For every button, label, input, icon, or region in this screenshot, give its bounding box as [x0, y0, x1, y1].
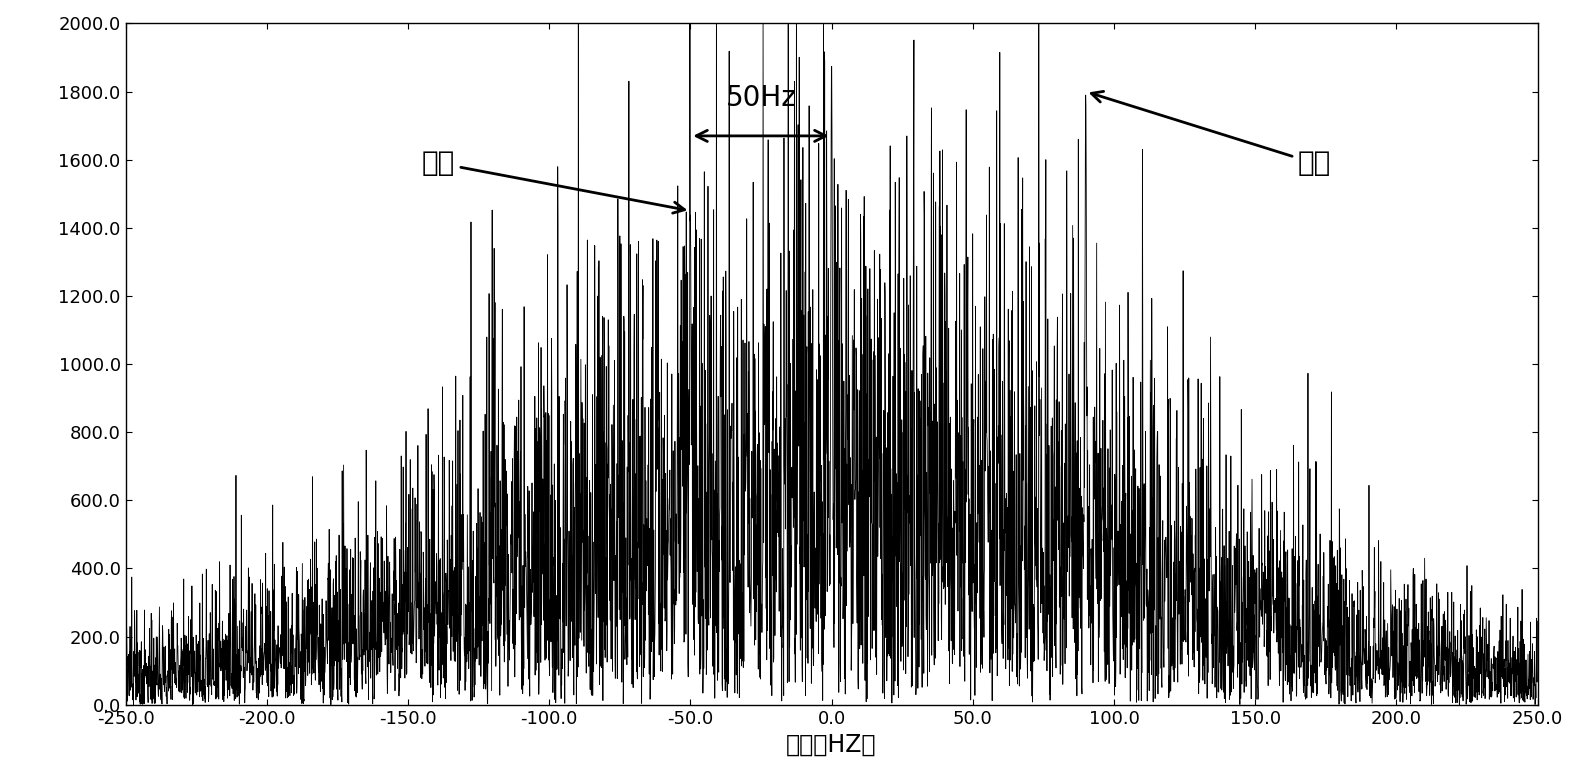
- Text: 次峰: 次峰: [1092, 92, 1331, 177]
- Text: 50Hz: 50Hz: [725, 84, 797, 112]
- X-axis label: 频率（HZ）: 频率（HZ）: [786, 733, 877, 757]
- Text: 次峰: 次峰: [422, 149, 684, 213]
